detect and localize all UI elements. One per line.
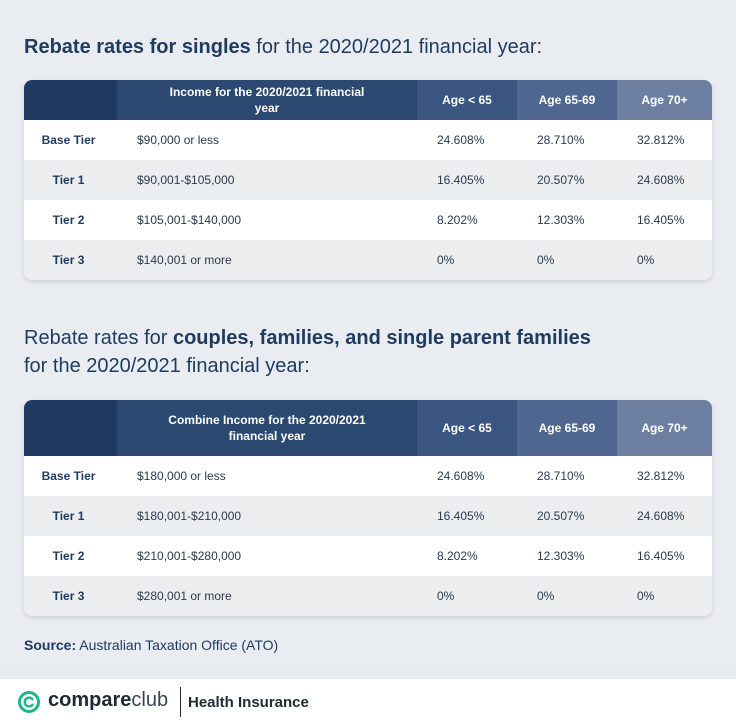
income-range: $280,001 or more <box>137 589 232 603</box>
table-row: Base Tier $90,000 or less 24.608% 28.710… <box>24 120 712 160</box>
rate-65-69: 28.710% <box>537 133 585 147</box>
table-row: Tier 3 $280,001 or more 0% 0% 0% <box>24 576 712 616</box>
income-range: $180,001-$210,000 <box>137 509 242 523</box>
rate-under-65: 8.202% <box>437 213 478 227</box>
header-age-70-plus: Age 70+ <box>617 80 712 120</box>
tier-label: Base Tier <box>41 133 96 147</box>
source-note: Source: Australian Taxation Office (ATO) <box>24 637 279 653</box>
income-range: $140,001 or more <box>137 253 232 267</box>
header-age-under-65: Age < 65 <box>417 400 517 456</box>
rate-70-plus: 16.405% <box>637 549 685 563</box>
rate-70-plus: 32.812% <box>637 133 685 147</box>
tier-label: Base Tier <box>41 469 96 483</box>
rate-65-69: 12.303% <box>537 549 585 563</box>
rate-under-65: 0% <box>437 589 455 603</box>
rate-70-plus: 24.608% <box>637 173 685 187</box>
tier-label: Tier 1 <box>52 173 85 187</box>
singles-heading: Rebate rates for singles for the 2020/20… <box>24 36 543 58</box>
rate-70-plus: 0% <box>637 253 655 267</box>
couples-heading: Rebate rates for couples, families, and … <box>24 327 591 377</box>
table-row: Tier 2 $210,001-$280,000 8.202% 12.303% … <box>24 536 712 576</box>
table-header: Income for the 2020/2021 financial year … <box>24 80 712 120</box>
tier-label: Tier 3 <box>52 589 85 603</box>
income-range: $90,001-$105,000 <box>137 173 235 187</box>
brand-wordmark[interactable]: compareclub <box>48 689 169 711</box>
header-age-under-65: Age < 65 <box>417 80 517 120</box>
table-row: Tier 1 $90,001-$105,000 16.405% 20.507% … <box>24 160 712 200</box>
header-income-cell: Income for the 2020/2021 financial year <box>117 80 417 120</box>
rate-70-plus: 16.405% <box>637 213 685 227</box>
rate-under-65: 16.405% <box>437 173 485 187</box>
table-header: Combine Income for the 2020/2021 financi… <box>24 400 712 456</box>
header-age-65-69: Age 65-69 <box>517 400 617 456</box>
table-row: Tier 2 $105,001-$140,000 8.202% 12.303% … <box>24 200 712 240</box>
footer-divider <box>180 687 181 717</box>
rate-65-69: 20.507% <box>537 509 585 523</box>
rate-under-65: 8.202% <box>437 549 478 563</box>
rate-70-plus: 0% <box>637 589 655 603</box>
header-age-65-69: Age 65-69 <box>517 80 617 120</box>
tier-label: Tier 2 <box>52 549 85 563</box>
couples-rebate-table: Combine Income for the 2020/2021 financi… <box>24 400 712 616</box>
tier-label: Tier 2 <box>52 213 85 227</box>
content-area: Rebate rates for singles for the 2020/20… <box>24 36 712 653</box>
rate-65-69: 28.710% <box>537 469 585 483</box>
rate-70-plus: 32.812% <box>637 469 685 483</box>
footer-bar: compareclub Health Insurance <box>0 679 736 727</box>
rate-65-69: 20.507% <box>537 173 585 187</box>
header-income-cell: Combine Income for the 2020/2021 financi… <box>117 400 417 456</box>
singles-rebate-table: Income for the 2020/2021 financial year … <box>24 80 712 280</box>
income-range: $90,000 or less <box>137 133 220 147</box>
table-row: Tier 3 $140,001 or more 0% 0% 0% <box>24 240 712 280</box>
rate-65-69: 0% <box>537 589 555 603</box>
income-range: $105,001-$140,000 <box>137 213 242 227</box>
rate-under-65: 24.608% <box>437 133 485 147</box>
header-age-70-plus: Age 70+ <box>617 400 712 456</box>
tier-label: Tier 1 <box>52 509 85 523</box>
income-range: $180,000 or less <box>137 469 226 483</box>
table-row: Tier 1 $180,001-$210,000 16.405% 20.507%… <box>24 496 712 536</box>
rate-under-65: 16.405% <box>437 509 485 523</box>
header-tier-cell <box>24 80 117 120</box>
compareclub-logo-icon[interactable] <box>17 690 41 714</box>
header-tier-cell <box>24 400 117 456</box>
rate-70-plus: 24.608% <box>637 509 685 523</box>
rate-under-65: 24.608% <box>437 469 485 483</box>
table-row: Base Tier $180,000 or less 24.608% 28.71… <box>24 456 712 496</box>
rate-65-69: 12.303% <box>537 213 585 227</box>
rate-65-69: 0% <box>537 253 555 267</box>
rate-under-65: 0% <box>437 253 455 267</box>
product-label: Health Insurance <box>188 694 309 711</box>
tier-label: Tier 3 <box>52 253 85 267</box>
income-range: $210,001-$280,000 <box>137 549 242 563</box>
